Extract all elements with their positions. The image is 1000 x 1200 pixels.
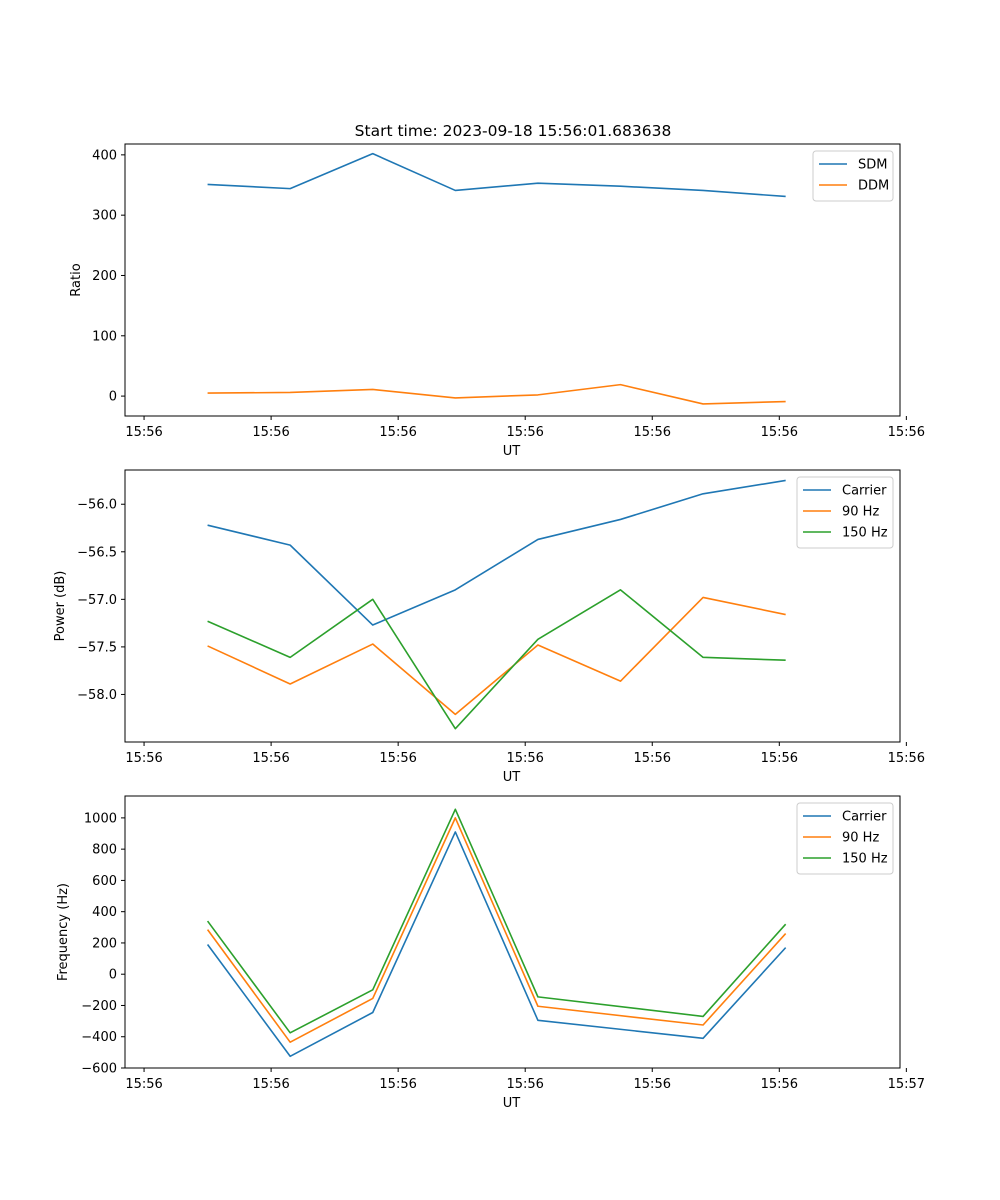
ratio-axes-frame xyxy=(124,143,901,417)
power-legend-label-carrier: Carrier xyxy=(842,484,887,499)
ratio-x-tick-label: 15:56 xyxy=(506,425,543,440)
power-legend xyxy=(796,476,894,549)
ratio-y-tick-label: 400 xyxy=(92,148,117,163)
power-series-90-hz xyxy=(207,596,786,716)
power-axes-frame xyxy=(124,469,901,743)
ratio-x-tick-label: 15:56 xyxy=(634,425,671,440)
ratio-x-axis-label: UT xyxy=(503,444,521,459)
frequency-panel: 15:56 15:56 15:56 15:56 15:56 15:56 15:57 −600 −… xyxy=(56,795,925,1111)
power-x-tick-label: 15:56 xyxy=(634,751,671,766)
frequency-y-tick-label: 0 xyxy=(109,968,117,983)
power-y-tick-label: −57.5 xyxy=(77,640,117,655)
ratio-y-tick-label: 100 xyxy=(92,329,117,344)
frequency-y-tick-label: 600 xyxy=(92,874,117,889)
frequency-x-tick-label: 15:56 xyxy=(761,1077,798,1092)
power-series-150-hz xyxy=(207,589,786,730)
figure-title: Start time: 2023-09-18 15:56:01.683638 xyxy=(355,122,672,140)
ratio-panel: 15:56 15:56 15:56 15:56 15:56 15:56 15:56 0 100 2… xyxy=(69,143,925,459)
frequency-y-tick-label: 1000 xyxy=(84,811,117,826)
power-x-tick-label: 15:56 xyxy=(506,751,543,766)
ratio-y-tick-label: 200 xyxy=(92,269,117,284)
frequency-y-tick-label: −400 xyxy=(81,1030,117,1045)
frequency-x-tick-label: 15:56 xyxy=(634,1077,671,1092)
power-x-axis-label: UT xyxy=(503,770,521,785)
ratio-x-tick-label: 15:56 xyxy=(761,425,798,440)
ratio-x-tick-label: 15:56 xyxy=(379,425,416,440)
frequency-y-axis-label: Frequency (Hz) xyxy=(56,883,71,981)
frequency-legend-label-90-hz: 90 Hz xyxy=(842,831,879,846)
power-x-tick-label: 15:56 xyxy=(252,751,289,766)
frequency-x-tick-label: 15:57 xyxy=(888,1077,925,1092)
ratio-legend-label-sdm: SDM xyxy=(858,158,887,173)
ratio-x-tick-label: 15:56 xyxy=(125,425,162,440)
frequency-y-tick-label: 800 xyxy=(92,843,117,858)
ratio-x-tick-label: 15:56 xyxy=(252,425,289,440)
power-legend-label-150-hz: 150 Hz xyxy=(842,526,888,541)
frequency-y-tick-label: −600 xyxy=(81,1062,117,1077)
power-y-tick-label: −58.0 xyxy=(77,688,117,703)
power-x-tick-label: 15:56 xyxy=(379,751,416,766)
frequency-x-tick-label: 15:56 xyxy=(252,1077,289,1092)
frequency-y-tick-label: 400 xyxy=(92,905,117,920)
ratio-series-ddm xyxy=(207,383,786,405)
frequency-legend-label-150-hz: 150 Hz xyxy=(842,852,888,867)
power-y-axis-label: Power (dB) xyxy=(53,571,68,642)
power-y-tick-label: −56.0 xyxy=(77,498,117,513)
frequency-legend xyxy=(796,802,894,875)
ratio-x-tick-label: 15:56 xyxy=(888,425,925,440)
ratio-y-tick-label: 300 xyxy=(92,209,117,224)
ratio-y-axis-label: Ratio xyxy=(69,263,84,296)
frequency-x-tick-label: 15:56 xyxy=(379,1077,416,1092)
power-y-tick-label: −56.5 xyxy=(77,545,117,560)
power-series-carrier xyxy=(207,479,786,626)
power-x-tick-label: 15:56 xyxy=(125,751,162,766)
frequency-y-tick-label: 200 xyxy=(92,936,117,951)
ratio-legend-label-ddm: DDM xyxy=(858,179,889,194)
frequency-legend-label-carrier: Carrier xyxy=(842,810,887,825)
power-legend-label-90-hz: 90 Hz xyxy=(842,505,879,520)
frequency-x-tick-label: 15:56 xyxy=(506,1077,543,1092)
frequency-x-axis-label: UT xyxy=(503,1096,521,1111)
frequency-x-tick-label: 15:56 xyxy=(125,1077,162,1092)
frequency-axes-frame xyxy=(124,795,901,1069)
power-x-tick-label: 15:56 xyxy=(761,751,798,766)
frequency-y-tick-label: −200 xyxy=(81,999,117,1014)
power-y-tick-label: −57.0 xyxy=(77,593,117,608)
ratio-series-sdm xyxy=(207,152,786,198)
power-x-tick-label: 15:56 xyxy=(888,751,925,766)
ratio-y-tick-label: 0 xyxy=(109,390,117,405)
power-panel: 15:56 15:56 15:56 15:56 15:56 15:56 15:56 −58.0… xyxy=(53,469,925,785)
